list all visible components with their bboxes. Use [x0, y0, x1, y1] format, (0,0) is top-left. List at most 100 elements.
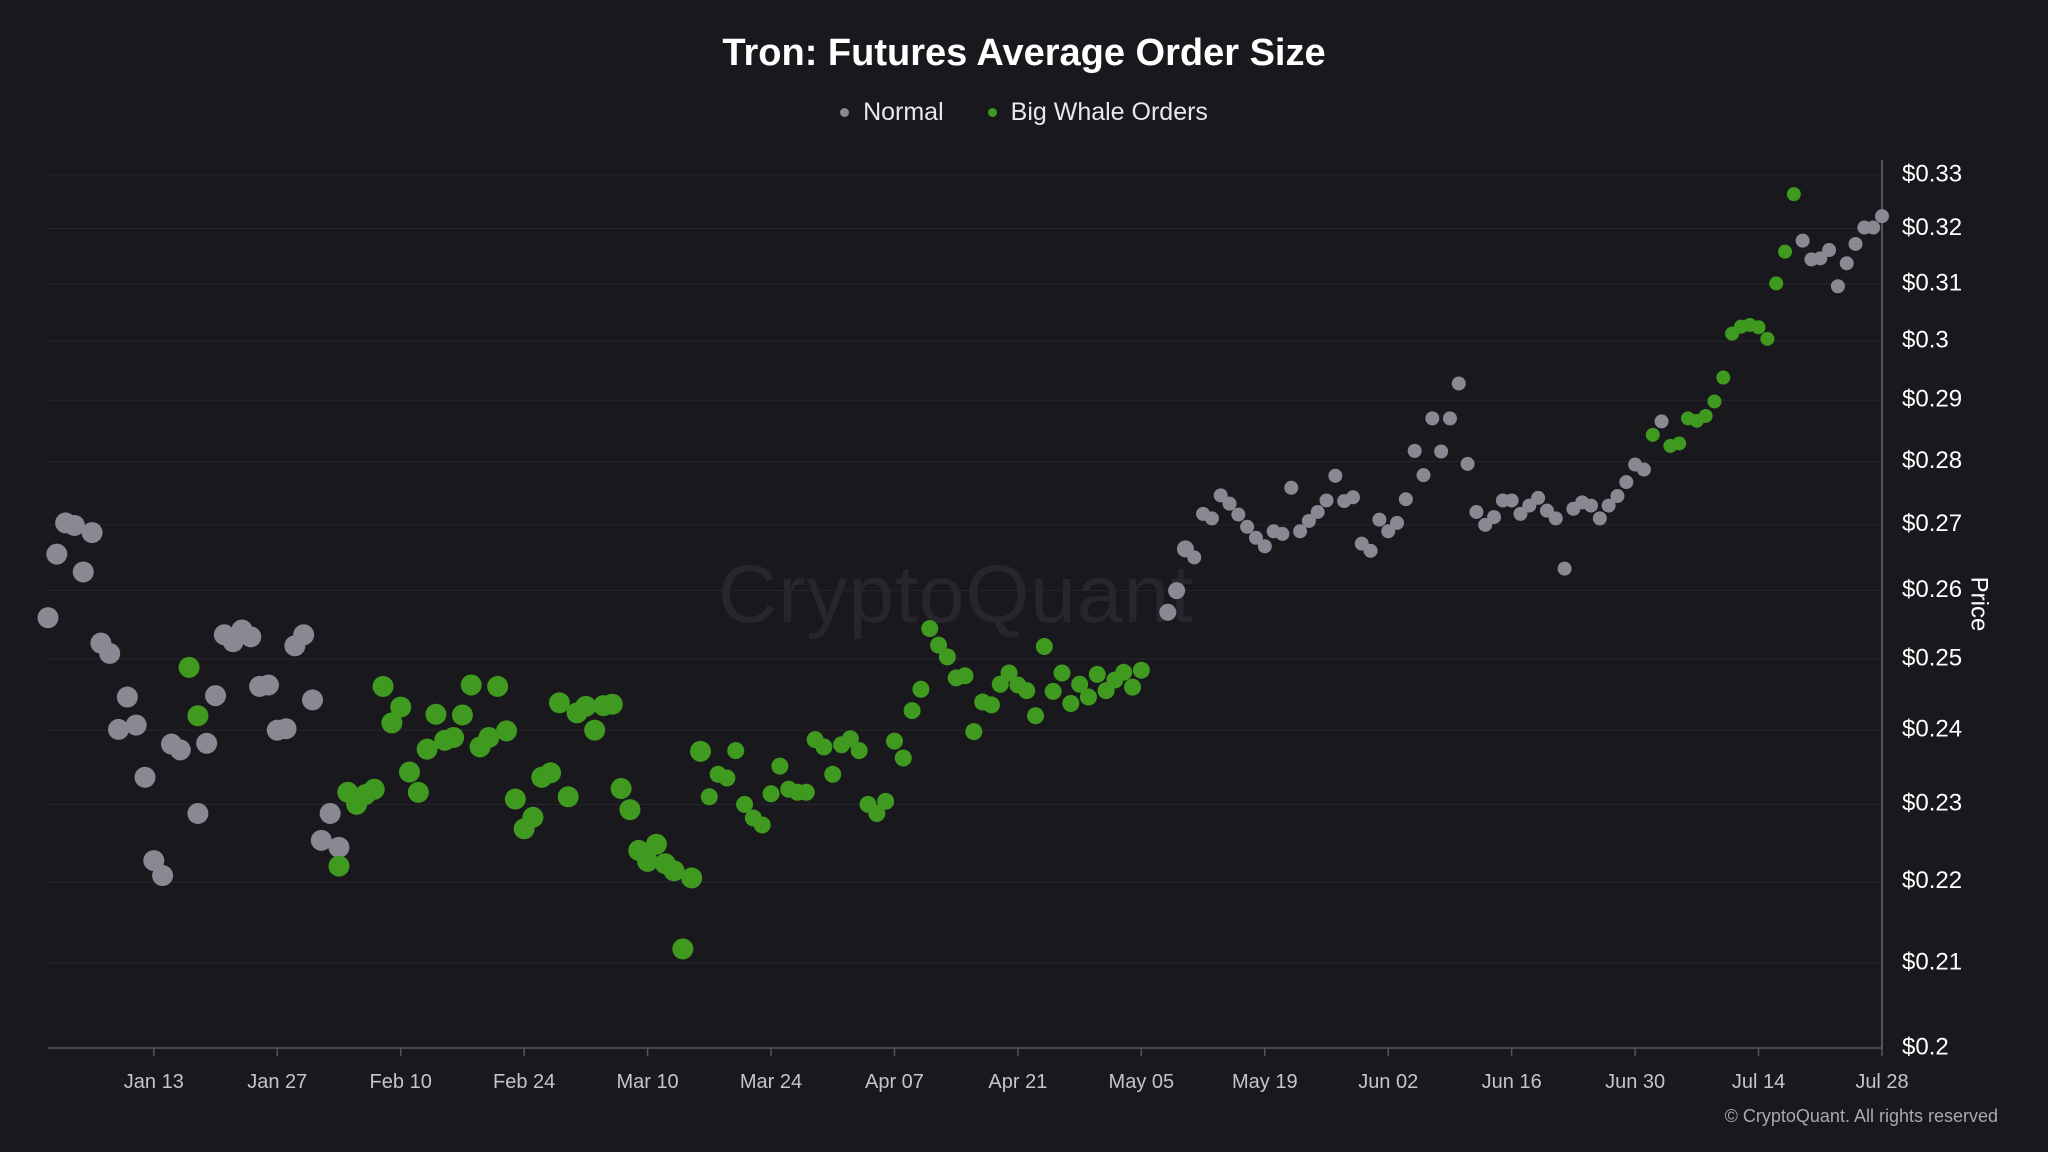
data-point[interactable] [1813, 251, 1828, 266]
data-point[interactable] [1548, 511, 1563, 526]
data-point[interactable] [496, 720, 517, 742]
data-point[interactable] [1636, 462, 1651, 477]
data-point[interactable] [1769, 276, 1784, 291]
data-point[interactable] [178, 656, 200, 678]
data-point[interactable] [134, 766, 156, 788]
data-point[interactable] [1088, 665, 1106, 683]
data-point[interactable] [1390, 515, 1405, 530]
data-point[interactable] [1018, 682, 1036, 700]
data-point[interactable] [1645, 427, 1660, 442]
data-point[interactable] [727, 742, 745, 760]
data-point[interactable] [275, 718, 297, 740]
data-point[interactable] [1231, 507, 1246, 522]
legend-item-normal[interactable]: Normal [840, 98, 944, 127]
data-point[interactable] [187, 802, 209, 824]
data-point[interactable] [850, 742, 868, 760]
data-point[interactable] [1132, 661, 1150, 679]
data-point[interactable] [815, 738, 833, 756]
data-point[interactable] [478, 726, 500, 748]
data-point[interactable] [381, 712, 403, 734]
data-point[interactable] [894, 749, 912, 767]
data-point[interactable] [108, 718, 130, 740]
data-point[interactable] [1469, 504, 1484, 519]
data-point[interactable] [1451, 376, 1466, 391]
data-point[interactable] [1601, 498, 1616, 513]
data-point[interactable] [1839, 256, 1854, 271]
data-point[interactable] [700, 788, 718, 806]
data-point[interactable] [1592, 511, 1607, 526]
data-point[interactable] [1213, 488, 1228, 503]
data-point[interactable] [1222, 496, 1237, 511]
data-point[interactable] [187, 705, 209, 727]
data-point[interactable] [681, 867, 703, 889]
data-point[interactable] [718, 769, 736, 787]
data-point[interactable] [1293, 524, 1308, 539]
data-point[interactable] [903, 702, 921, 720]
data-point[interactable] [1000, 664, 1018, 682]
data-point[interactable] [1053, 664, 1071, 682]
data-point[interactable] [407, 781, 429, 803]
data-point[interactable] [1830, 279, 1845, 294]
data-point[interactable] [637, 850, 659, 872]
data-point[interactable] [672, 938, 694, 960]
data-point[interactable] [328, 855, 350, 877]
data-point[interactable] [1531, 490, 1546, 505]
data-point[interactable] [169, 739, 191, 761]
data-point[interactable] [37, 607, 59, 629]
legend-item-big-whale-orders[interactable]: Big Whale Orders [987, 98, 1208, 127]
data-point[interactable] [1442, 411, 1457, 426]
data-point[interactable] [753, 816, 771, 834]
data-point[interactable] [762, 785, 780, 803]
data-point[interactable] [328, 836, 350, 858]
data-point[interactable] [1240, 519, 1255, 534]
data-point[interactable] [116, 686, 138, 708]
data-point[interactable] [1786, 187, 1801, 202]
data-point[interactable] [619, 799, 641, 821]
data-point[interactable] [982, 696, 1000, 714]
data-point[interactable] [1301, 513, 1316, 528]
data-point[interactable] [1124, 678, 1142, 696]
data-point[interactable] [363, 778, 385, 800]
data-point[interactable] [1275, 526, 1290, 541]
data-point[interactable] [451, 704, 473, 726]
data-point[interactable] [1284, 480, 1299, 495]
data-point[interactable] [1848, 236, 1863, 251]
data-point[interactable] [425, 703, 447, 725]
data-point[interactable] [1875, 209, 1889, 224]
data-point[interactable] [1187, 550, 1202, 565]
data-point[interactable] [663, 860, 685, 882]
data-point[interactable] [152, 865, 174, 887]
data-point[interactable] [1372, 512, 1387, 527]
data-point[interactable] [1115, 663, 1133, 681]
data-point[interactable] [1062, 694, 1080, 712]
data-point[interactable] [293, 624, 315, 646]
data-point[interactable] [46, 543, 68, 565]
data-point[interactable] [689, 740, 711, 762]
data-point[interactable] [557, 786, 579, 808]
data-point[interactable] [645, 833, 667, 855]
data-point[interactable] [1654, 414, 1669, 429]
data-point[interactable] [522, 806, 544, 828]
data-point[interactable] [1328, 468, 1343, 483]
data-point[interactable] [1487, 510, 1502, 525]
data-point[interactable] [1778, 244, 1793, 259]
data-point[interactable] [1460, 456, 1475, 471]
data-point[interactable] [1716, 370, 1731, 385]
data-point[interactable] [1619, 475, 1634, 490]
data-point[interactable] [1381, 524, 1396, 539]
data-point[interactable] [1795, 233, 1810, 248]
data-point[interactable] [205, 685, 227, 707]
data-point[interactable] [460, 674, 482, 696]
data-point[interactable] [1610, 489, 1625, 504]
data-point[interactable] [504, 788, 526, 810]
data-point[interactable] [257, 674, 279, 696]
data-point[interactable] [1035, 637, 1053, 655]
data-point[interactable] [540, 762, 562, 784]
data-point[interactable] [1866, 220, 1881, 235]
data-point[interactable] [125, 714, 147, 736]
data-point[interactable] [443, 726, 465, 748]
data-point[interactable] [81, 522, 103, 544]
data-point[interactable] [610, 778, 632, 800]
data-point[interactable] [868, 804, 886, 822]
data-point[interactable] [99, 642, 121, 664]
